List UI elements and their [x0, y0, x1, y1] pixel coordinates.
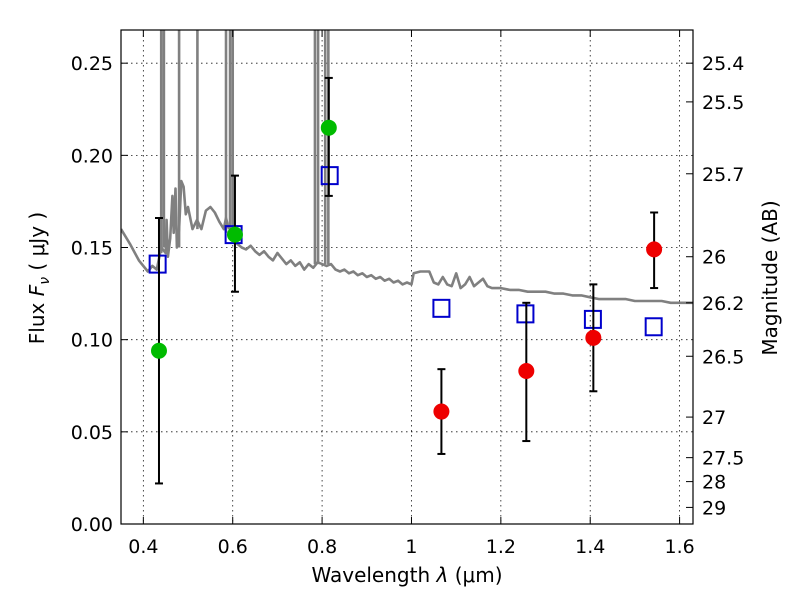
x-tick-label: 1.6 — [664, 536, 694, 558]
x-axis-title: Wavelength λ (μm) — [311, 563, 502, 587]
mag-tick-label: 25.7 — [702, 164, 744, 186]
y-tick-label: 0.10 — [71, 330, 113, 352]
green-data-point — [320, 119, 337, 136]
mag-tick-label: 26 — [702, 247, 726, 269]
model-photometry-marker — [432, 298, 451, 318]
x-tick-label: 0.8 — [307, 536, 337, 558]
red-data-point — [646, 241, 663, 258]
mag-tick-label: 29 — [702, 497, 726, 519]
green-data-point — [226, 226, 243, 243]
y-tick-label: 0.25 — [71, 53, 113, 75]
red-data-point — [585, 329, 602, 346]
mag-tick-label: 27.5 — [702, 448, 744, 470]
y-tick-label: 0.05 — [71, 422, 113, 444]
y-axis-title: Flux Fν ( μJy ) — [25, 212, 53, 344]
series-layer — [121, 30, 693, 485]
model-spectrum-line — [121, 179, 693, 305]
red-data-point — [433, 403, 450, 420]
grid-layer — [121, 30, 693, 524]
x-tick-label: 0.6 — [218, 536, 248, 558]
plot-frame — [120, 29, 694, 525]
y-tick-label: 0.00 — [71, 514, 113, 536]
mag-tick-label: 25.5 — [702, 92, 744, 114]
mag-tick-label: 27 — [702, 407, 726, 429]
mag-tick-label: 26.5 — [702, 346, 744, 368]
mag-tick-label: 26.2 — [702, 293, 744, 315]
x-tick-label: 0.4 — [128, 536, 158, 558]
green-data-point — [150, 342, 167, 359]
mag-tick-label: 28 — [702, 472, 726, 494]
right-axis-title: Magnitude (AB) — [758, 200, 782, 355]
mag-tick-label: 25.4 — [702, 53, 744, 75]
x-tick-label: 1 — [405, 536, 417, 558]
x-tick-label: 1.2 — [486, 536, 516, 558]
y-tick-label: 0.20 — [71, 145, 113, 167]
model-photometry-marker — [644, 317, 663, 337]
tick-layer: 0.4 0.6 0.8 1 1.2 1.4 1.6 0.00 0.05 0.10 0.15 0.20 0… — [71, 30, 744, 558]
x-tick-label: 1.4 — [575, 536, 605, 558]
model-photometry-marker — [148, 254, 167, 274]
y-tick-label: 0.15 — [71, 238, 113, 260]
red-data-point — [518, 363, 535, 380]
